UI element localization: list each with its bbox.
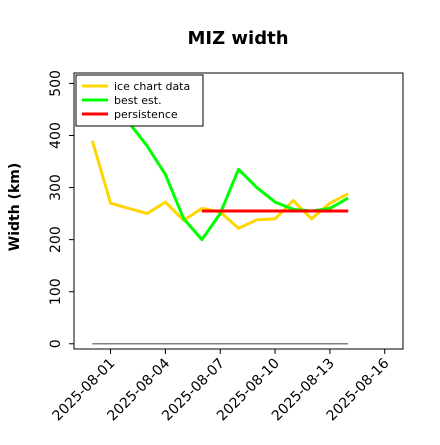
y-tick-label: 300: [48, 174, 64, 201]
y-tick-label: 0: [48, 339, 64, 348]
y-axis-label: Width (km): [7, 163, 23, 252]
y-tick-label: 100: [48, 278, 64, 305]
y-tick-label: 500: [48, 70, 64, 97]
plot-frame: [73, 72, 404, 350]
y-tick-label: 200: [48, 226, 64, 253]
plot-area: 01002003004005002025-08-012025-08-042025…: [48, 70, 404, 424]
legend-label-ice-chart-data: ice chart data: [114, 80, 190, 93]
y-tick-label: 400: [48, 122, 64, 149]
chart-title: MIZ width: [187, 28, 288, 49]
legend-label-persistence: persistence: [114, 108, 178, 121]
legend-label-best-est: best est.: [114, 94, 162, 107]
series-line-best-est: [127, 121, 349, 242]
